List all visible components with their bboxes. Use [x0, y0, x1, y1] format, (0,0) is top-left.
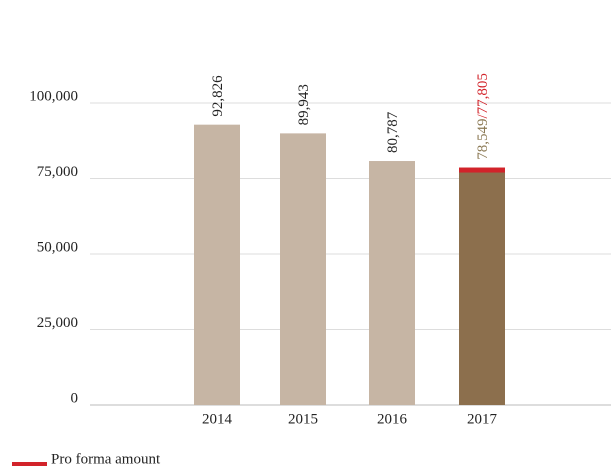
value-label-main: 92,826: [210, 75, 226, 117]
y-tick-label: 50,000: [37, 239, 78, 255]
value-label-main: 80,787: [385, 111, 401, 153]
x-tick-label: 2014: [202, 411, 233, 427]
pro-forma-mark: [459, 167, 505, 173]
bar: [459, 167, 505, 405]
value-label: 89,943: [296, 84, 312, 125]
y-tick-label: 25,000: [37, 315, 78, 331]
pro-forma-label: /77,805: [475, 73, 491, 118]
value-label: 92,826: [210, 75, 226, 117]
y-tick-label: 0: [71, 390, 79, 406]
value-label-main: 89,943: [296, 84, 312, 125]
value-label-main: 78,549: [475, 119, 491, 160]
x-tick-label: 2017: [467, 411, 498, 427]
bar: [280, 133, 326, 406]
y-tick-label: 100,000: [29, 88, 78, 104]
x-tick-label: 2016: [377, 411, 408, 427]
x-tick-label: 2015: [288, 411, 318, 427]
value-label: 80,787: [385, 111, 401, 153]
bar: [194, 124, 240, 406]
legend-label: Pro forma amount: [51, 451, 161, 467]
y-tick-label: 75,000: [37, 164, 78, 180]
bar: [369, 161, 415, 405]
value-label: 78,549/77,805: [475, 73, 491, 160]
